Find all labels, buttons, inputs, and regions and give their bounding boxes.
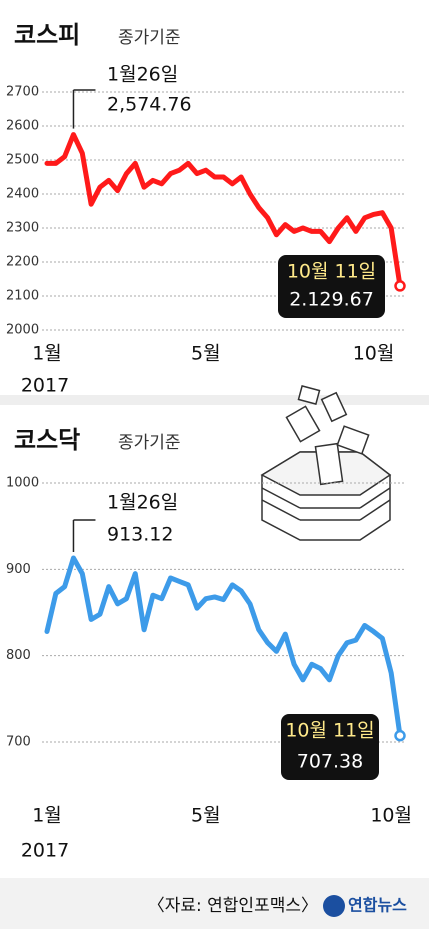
x-tick-label: 10월: [370, 805, 412, 827]
y-tick-label: 2600: [6, 119, 39, 134]
x-tick-label: 5월: [191, 805, 221, 827]
source: 〈자료: 연합인포맥스〉: [148, 896, 318, 916]
annotation: 10월 11일: [285, 720, 374, 742]
x-tick-label: 1월: [32, 805, 62, 827]
callout-box: [278, 255, 385, 318]
end-point: [394, 729, 406, 742]
y-tick-label: 2100: [6, 289, 39, 304]
x-tick-label: 10월: [353, 343, 395, 365]
y-tick-label: 700: [6, 735, 31, 750]
annotation: 10월 11일: [287, 261, 376, 283]
y-tick-label: 2300: [6, 221, 39, 236]
callout-box: [281, 714, 379, 780]
logo-icon: [323, 895, 345, 917]
y-tick-label: 2700: [6, 85, 39, 100]
y-tick-label: 2400: [6, 187, 39, 202]
x-note: 2017: [21, 840, 69, 862]
x-tick-label: 1월: [32, 343, 62, 365]
y-tick-label: 800: [6, 648, 31, 663]
chart-subtitle: 종가기준: [118, 433, 181, 453]
y-tick-label: 900: [6, 562, 31, 577]
value-label: 2,574.76: [107, 94, 192, 116]
value-label: 2.129.67: [289, 289, 374, 311]
ballot-box: [260, 384, 392, 541]
chart-title: 코스피: [14, 21, 80, 49]
separator: [0, 395, 429, 405]
y-tick-label: 2200: [6, 255, 39, 270]
value-label: 707.38: [297, 751, 363, 773]
y-tick-label: 1000: [6, 476, 39, 491]
annotation: 1월26일: [107, 492, 178, 514]
y-tick-label: 2000: [6, 323, 39, 338]
value-label: 913.12: [107, 524, 173, 546]
x-note: 2017: [21, 375, 69, 397]
y-tick-label: 2500: [6, 153, 39, 168]
line-series: [44, 555, 403, 739]
chart-subtitle: 종가기준: [118, 28, 181, 48]
logo: 연합뉴스: [348, 896, 407, 915]
annotation: 1월26일: [107, 64, 178, 86]
x-tick-label: 5월: [191, 343, 221, 365]
chart-title: 코스닥: [14, 426, 80, 454]
end-point: [394, 280, 406, 292]
footer: [0, 878, 429, 929]
line-series: [44, 132, 403, 289]
